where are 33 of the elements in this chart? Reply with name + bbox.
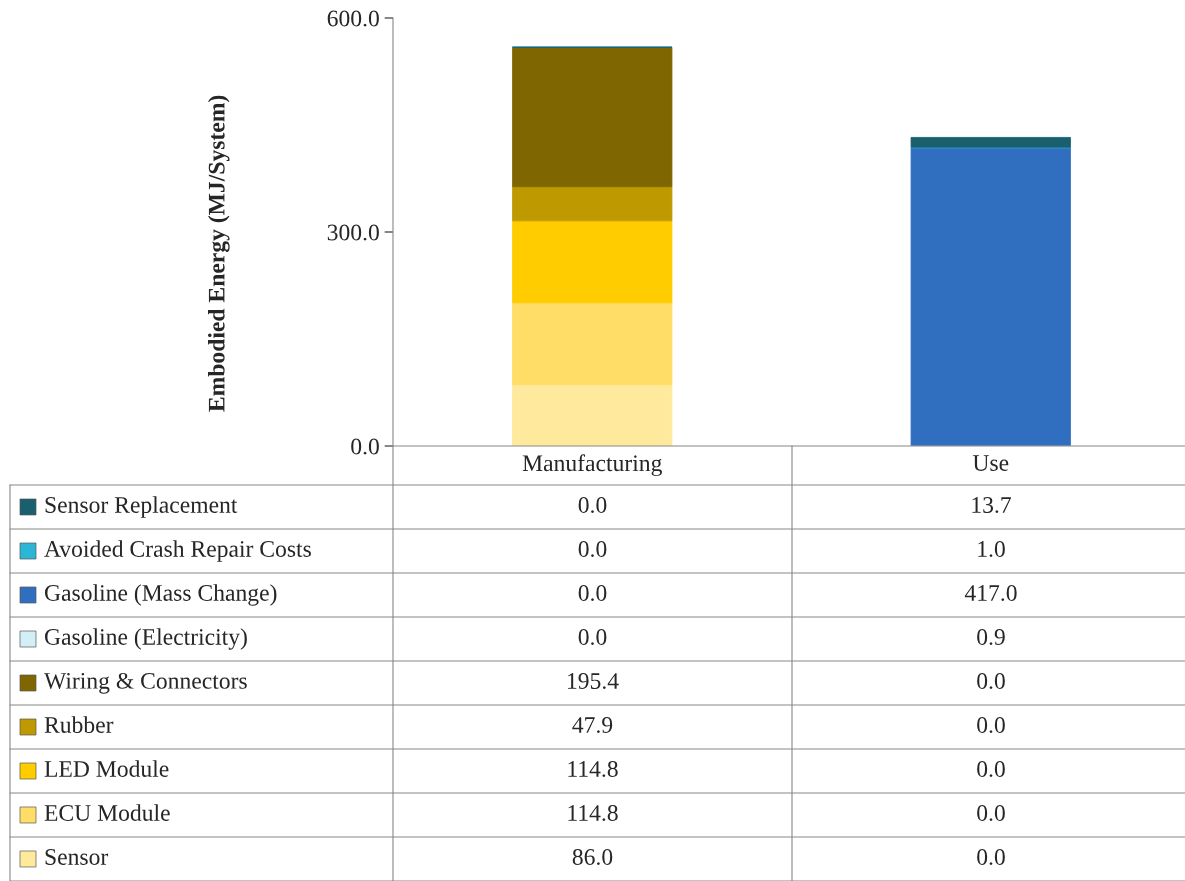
data-label: 417.0: [964, 584, 1017, 602]
data-label: 0.0: [977, 804, 1005, 822]
legend-label: Sensor Replacement: [45, 496, 238, 518]
x-tick-label: Use: [972, 455, 1009, 471]
y-tick-label: 0.0: [351, 438, 379, 455]
data-label: 0.0: [578, 584, 607, 602]
data-label: 0.0: [578, 496, 607, 514]
legend-label: ECU Module: [44, 804, 170, 821]
legend-label: LED Module: [44, 760, 169, 777]
y-tick-label: 300.0: [327, 224, 379, 241]
data-label: 86.0: [572, 848, 613, 866]
data-label: 13.7: [972, 497, 1011, 514]
data-label: 0.0: [977, 672, 1005, 690]
data-label: 47.9: [572, 717, 613, 734]
y-axis-title: Embodied Energy (MJ/System): [208, 95, 230, 412]
legend-label: Rubber: [44, 716, 114, 733]
data-label: 0.0: [578, 628, 607, 646]
data-label: 0.0: [977, 848, 1005, 866]
data-label: 0.9: [977, 628, 1005, 646]
legend-label: Avoided Crash Repair Costs: [44, 540, 311, 562]
data-label: 0.0: [578, 540, 607, 558]
data-label: 0.0: [977, 716, 1005, 734]
legend-label: Gasoline (Mass Change): [44, 584, 277, 606]
data-label: 114.8: [568, 760, 618, 778]
legend-label: Wiring & Connectors: [44, 672, 247, 694]
x-tick-label: Manufacturing: [522, 454, 662, 477]
y-tick-label: 600.0: [327, 10, 379, 27]
data-label: 1.0: [978, 540, 1005, 558]
legend-label: Sensor: [45, 849, 109, 865]
legend-label: Gasoline (Electricity): [44, 628, 247, 650]
data-label: 195.4: [568, 673, 619, 690]
data-label: 114.8: [568, 804, 618, 822]
data-label: 0.0: [977, 760, 1005, 778]
